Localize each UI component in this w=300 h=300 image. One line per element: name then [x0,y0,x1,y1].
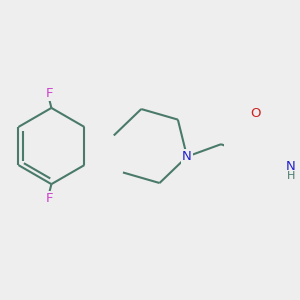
Text: F: F [45,87,53,100]
Text: N: N [182,150,192,163]
Text: N: N [286,160,296,173]
Text: H: H [286,171,295,181]
Text: O: O [250,107,260,120]
Text: F: F [45,192,53,205]
